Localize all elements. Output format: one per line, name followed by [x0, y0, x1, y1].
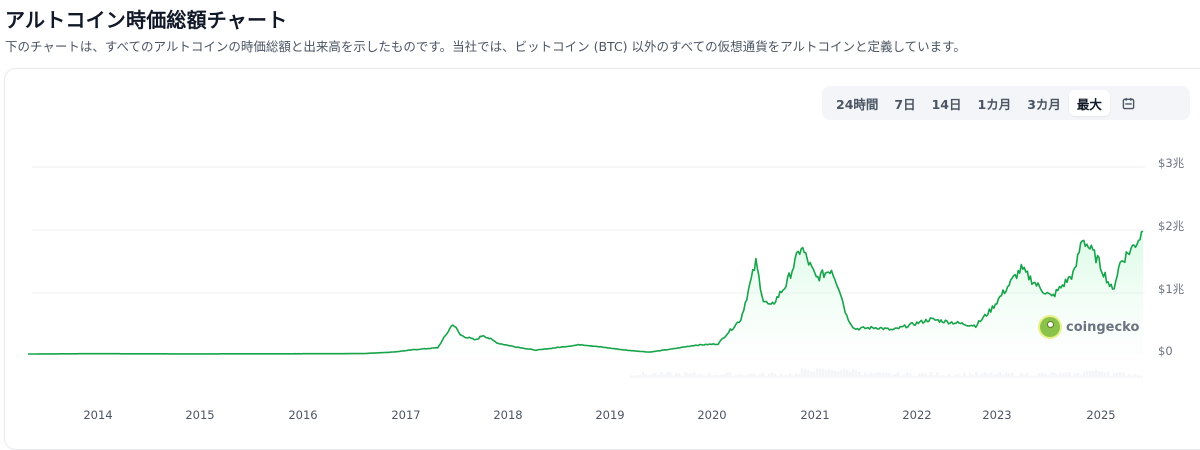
market-cap-line [28, 230, 1144, 355]
x-tick-2022: 2022 [902, 408, 932, 422]
y-tick-1t: $1兆 [1158, 282, 1185, 296]
x-tick-2021: 2021 [800, 408, 830, 422]
x-tick-2015: 2015 [185, 408, 215, 422]
chart-card [4, 68, 1200, 450]
x-tick-2019: 2019 [595, 408, 625, 422]
calendar-icon [1122, 97, 1135, 109]
y-tick-0: $0 [1158, 344, 1173, 358]
range-7d-button[interactable]: 7日 [894, 96, 916, 112]
x-tick-2023: 2023 [982, 408, 1012, 422]
x-tick-2014: 2014 [83, 408, 113, 422]
volume-bars [630, 368, 1143, 378]
x-tick-2017: 2017 [391, 408, 421, 422]
gridlines [32, 166, 1145, 294]
page-description: 下のチャートは、すべてのアルトコインの時価総額と出来高を示したものです。当社では… [5, 39, 966, 54]
x-tick-2020: 2020 [697, 408, 727, 422]
watermark-text: coingecko [1066, 319, 1140, 335]
calendar-button[interactable] [1114, 90, 1143, 116]
y-tick-3t: $3兆 [1158, 156, 1185, 170]
x-tick-2016: 2016 [288, 408, 318, 422]
altcoin-market-cap-chart[interactable] [0, 0, 1200, 427]
range-max-button[interactable]: 最大 [1068, 90, 1110, 116]
x-tick-2018: 2018 [493, 408, 523, 422]
y-tick-2t: $2兆 [1158, 219, 1185, 233]
market-cap-area [28, 231, 1143, 354]
range-24h-button[interactable]: 24時間 [836, 96, 879, 112]
range-14d-button[interactable]: 14日 [931, 96, 962, 112]
coingecko-logo-icon [1040, 317, 1060, 337]
x-tick-2025: 2025 [1086, 408, 1116, 422]
coingecko-watermark: coingecko [1040, 317, 1139, 337]
time-range-selector: 24時間 7日 14日 1カ月 3カ月 最大 [822, 86, 1190, 120]
range-3m-button[interactable]: 3カ月 [1027, 96, 1061, 112]
range-1m-button[interactable]: 1カ月 [977, 96, 1012, 112]
page-title: アルトコイン時価総額チャート [5, 8, 288, 32]
